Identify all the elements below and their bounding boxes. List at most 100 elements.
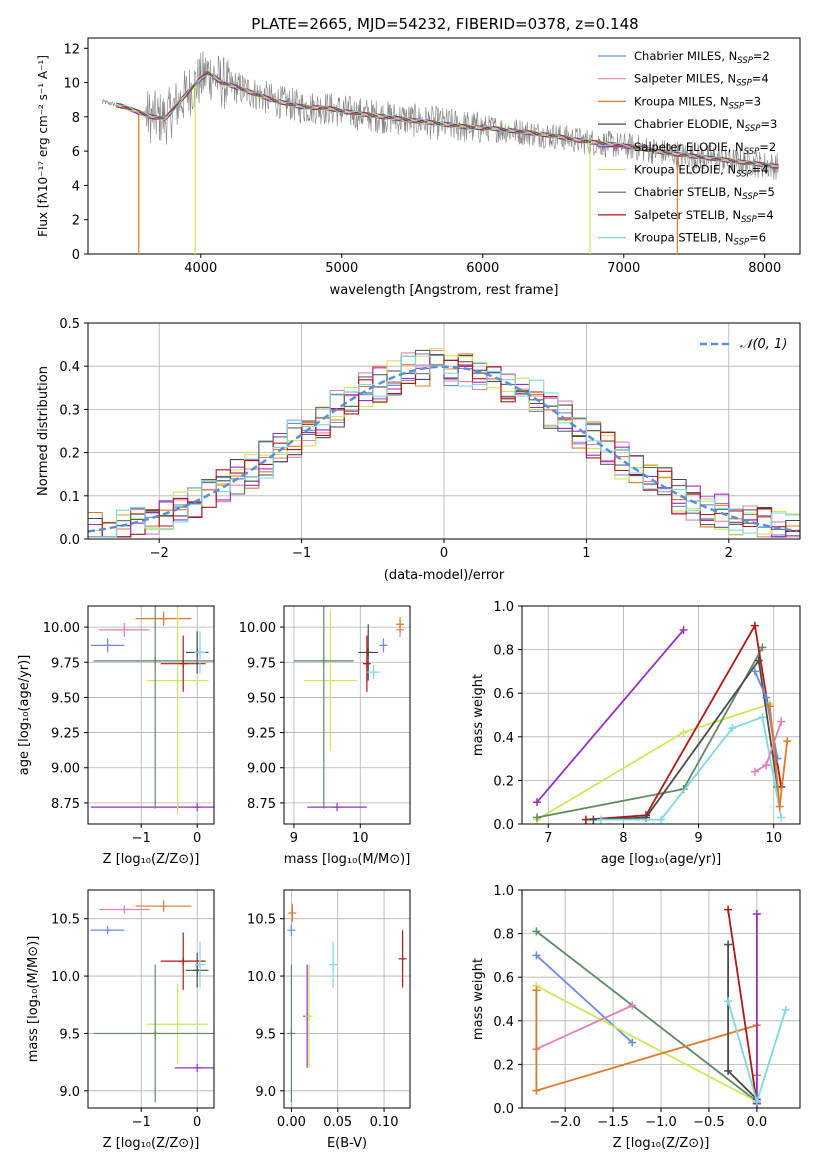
y-tick-label: 0.1	[59, 490, 80, 505]
y-tick-label: 0.4	[493, 731, 514, 746]
panel-plot-area	[90, 606, 214, 815]
x-tick-label: 4000	[184, 261, 217, 276]
spectrum-panel: PLATE=2665, MJD=54232, FIBERID=0378, z=0…	[36, 15, 801, 298]
y-tick-label: 10.00	[239, 621, 276, 636]
legend-subscript: SSP	[729, 101, 745, 111]
x-axis-label: Z [log₁₀(Z/Z⊙)]	[103, 852, 200, 867]
series-line	[536, 629, 685, 803]
x-tick-label: −0.5	[693, 1115, 725, 1130]
legend-subscript: SSP	[734, 238, 750, 248]
axes-frame	[521, 605, 801, 825]
spectrum-x-ticks: 4000 5000 6000 7000 8000	[184, 254, 781, 276]
spectrum-legend: Chabrier MILES, NSSP=2 Salpeter MILES, NS…	[598, 49, 777, 248]
y-tick-label: 8.75	[51, 797, 80, 812]
spectrum-plot-area	[101, 50, 780, 254]
x-axis-label: age [log₁₀(age/yr)]	[601, 852, 722, 867]
observed-spectrum-line	[101, 50, 780, 180]
y-tick-label: 0.2	[493, 1058, 514, 1073]
legend-label: Chabrier ELODIE, NSSP=3	[634, 117, 777, 134]
y-tick-label: 12	[63, 42, 80, 57]
y-tick-label: 1.0	[493, 884, 514, 899]
legend-value: =6	[749, 231, 766, 245]
y-tick-label: 10.0	[51, 970, 80, 985]
series-line	[600, 715, 783, 821]
x-tick-label: 10	[352, 831, 369, 846]
x-tick-label: −1.0	[645, 1115, 677, 1130]
y-tick-label: 9.25	[247, 727, 276, 742]
y-tick-label: 0.3	[59, 403, 80, 418]
y-tick-label: 4	[72, 179, 80, 194]
legend-subscript: SSP	[736, 170, 752, 180]
legend-subscript: SSP	[744, 147, 760, 157]
x-tick-label: 6000	[466, 261, 499, 276]
legend-subscript: SSP	[745, 124, 761, 134]
x-tick-label: 0.00	[277, 1115, 306, 1130]
y-tick-label: 10.00	[43, 621, 80, 636]
spectrum-axes-frame	[87, 37, 801, 255]
weight-vs-age-panel: 7 8 9 10 0.0 0.2 0.4 0.6 0.8 1.0 age [log₁₀(age/yr…	[471, 600, 801, 867]
series-line	[535, 985, 758, 1103]
y-tick-label: 9.0	[59, 1085, 80, 1100]
legend-value: =4	[752, 72, 769, 86]
x-tick-label: 8	[619, 831, 627, 846]
y-tick-label: 9.75	[51, 656, 80, 671]
legend-normal-label: 𝒩(0, 1)	[740, 337, 787, 352]
x-tick-label: 9	[694, 831, 702, 846]
age-vs-mass-panel: 9 10 8.75 9.00 9.25 9.50 9.75 10.00 mass [log₁₀(…	[239, 605, 411, 867]
mass-vs-metallicity-panel: −1 0 9.0 9.5 10.0 10.5 Z [log₁₀(Z/Z⊙)] mass [lo…	[26, 889, 215, 1151]
legend-label: Kroupa STELIB, NSSP=6	[634, 231, 766, 248]
x-tick-label: −2	[150, 546, 169, 561]
y-axis-label: mass [log₁₀(M/M⊙)]	[26, 936, 41, 1063]
y-tick-label: 8.75	[247, 797, 276, 812]
x-tick-label: 9	[290, 831, 298, 846]
x-tick-label: 0.0	[747, 1115, 768, 1130]
x-tick-label: 5000	[325, 261, 358, 276]
legend-subscript: SSP	[741, 215, 757, 225]
y-tick-label: 10.0	[247, 970, 276, 985]
legend-label: Salpeter MILES, NSSP=4	[634, 72, 769, 89]
mass-vs-extinction-panel: 0.00 0.05 0.10 9.0 9.5 10.0 10.5 E(B-V)	[247, 889, 411, 1151]
legend-value: =5	[758, 185, 775, 199]
legend-value: =2	[759, 140, 776, 154]
y-tick-label: 0.0	[493, 1102, 514, 1117]
x-tick-label: 7000	[607, 261, 640, 276]
legend-label: Kroupa ELODIE, NSSP=4	[634, 163, 769, 180]
y-tick-label: 9.5	[255, 1027, 276, 1042]
y-tick-label: 9.00	[51, 762, 80, 777]
x-tick-label: 0	[440, 546, 448, 561]
y-tick-label: 10.5	[247, 913, 276, 928]
y-tick-label: 0.8	[493, 644, 514, 659]
x-axis-label: mass [log₁₀(M/M⊙)]	[284, 852, 411, 867]
legend-label: Salpeter STELIB, NSSP=4	[634, 208, 774, 225]
legend-subscript: SSP	[737, 56, 753, 66]
legend-subscript: SSP	[742, 192, 758, 202]
x-tick-label: −1.5	[597, 1115, 629, 1130]
model-fit-line	[116, 74, 779, 168]
y-tick-label: 0.5	[59, 317, 80, 332]
x-tick-label: 10	[765, 831, 782, 846]
y-tick-label: 8	[72, 111, 80, 126]
series-line	[727, 909, 758, 1104]
legend-label: Salpeter ELODIE, NSSP=2	[634, 140, 776, 157]
histogram-y-ticks: 0.0 0.1 0.2 0.3 0.4 0.5	[59, 317, 88, 548]
y-tick-label: 9.0	[255, 1085, 276, 1100]
histogram-normal-curve	[87, 365, 798, 533]
y-tick-label: 9.50	[51, 691, 80, 706]
spectrum-y-ticks: 0 2 4 6 8 10 12	[63, 42, 88, 263]
legend-label: Kroupa MILES, NSSP=3	[634, 94, 761, 111]
x-axis-label: E(B-V)	[327, 1136, 367, 1151]
axes-frame	[87, 605, 215, 825]
x-tick-label: 0	[193, 831, 201, 846]
spectrum-lines	[101, 50, 780, 254]
x-axis-label: Z [log₁₀(Z/Z⊙)]	[613, 1136, 710, 1151]
y-axis-label: mass weight	[471, 674, 486, 756]
residual-histogram-panel: −2 −1 0 1 2 0.0 0.1 0.2 0.3 0.4 0.5 (data-model)/…	[36, 317, 801, 583]
y-tick-label: 10	[63, 77, 80, 92]
x-tick-label: −1	[292, 546, 311, 561]
legend-value: =3	[760, 117, 777, 131]
axes-frame	[87, 889, 215, 1109]
normal-distribution-curve	[87, 365, 798, 533]
spectrum-x-label: wavelength [Angstrom, rest frame]	[330, 283, 559, 298]
y-axis-label: age [log₁₀(age/yr)]	[17, 655, 32, 776]
